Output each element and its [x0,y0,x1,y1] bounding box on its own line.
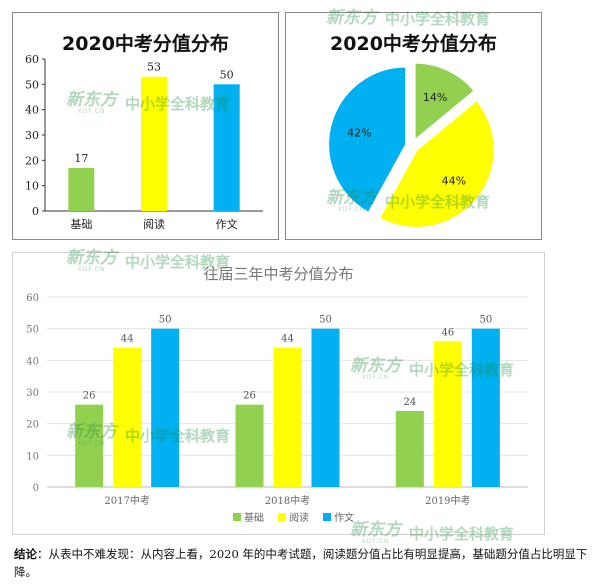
x-tick-label: 阅读 [143,217,165,231]
pie-chart-2020: 14% 44% 42% [327,61,496,229]
bar [471,328,500,487]
data-label: 26 [243,391,256,402]
bar-chart-2020: 0 10 20 30 40 50 60 17 基础 53 阅读 50 作文 [25,53,263,231]
data-label: 44 [121,334,134,345]
y-tick-label: 60 [25,53,39,66]
x-tick-label: 2019中考 [425,494,470,507]
y-tick-label: 60 [26,293,39,304]
conclusion-label: 结论 [14,547,37,561]
y-tick-label: 0 [32,205,39,218]
bar [433,341,462,487]
grouped-bar-chart-panel: 往届三年中考分值分布 0 10 20 30 40 50 60 26 44 50 2017中考 26 44… [12,252,545,535]
pie-chart-title: 2020中考分值分布 [330,33,497,55]
data-label: 46 [441,327,454,338]
data-label: 53 [147,61,161,74]
x-tick-label: 2018中考 [265,494,310,507]
legend-swatch [278,513,286,521]
bar-chart-title: 2020中考分值分布 [62,33,229,55]
legend-label: 基础 [244,511,264,524]
legend-swatch [233,513,241,521]
grouped-chart-title: 往届三年中考分值分布 [203,265,354,283]
y-tick-label: 0 [33,483,39,494]
bar [113,347,142,487]
slice-label: 42% [347,126,371,139]
slice-label: 14% [423,91,447,104]
bar [311,328,340,487]
conclusion-paragraph: 结论：从表中不难发现：从内容上看，2020 年的中考试题，阅读题分值占比有明显提… [14,545,594,581]
y-tick-label: 40 [26,356,39,367]
x-tick-label: 作文 [216,217,238,231]
bar [213,84,240,211]
y-tick-label: 30 [26,388,39,399]
pie-slice [413,61,477,143]
bar-chart-2020-panel: 2020中考分值分布 0 10 20 30 40 50 60 17 基础 53 阅读 50 作文 [12,12,279,240]
legend-label: 作文 [334,511,354,524]
y-tick-label: 20 [26,420,39,431]
data-label: 50 [319,315,332,326]
grouped-bar-chart: 0 10 20 30 40 50 60 26 44 50 2017中考 26 44 50 2018中考 24 4… [26,293,528,524]
conclusion-text: ：从表中不难发现：从内容上看，2020 年的中考试题，阅读题分值占比有明显提高，… [14,547,588,579]
data-label: 50 [220,68,234,81]
y-tick-label: 50 [25,78,39,91]
bar [68,167,95,211]
bar [75,404,104,487]
y-tick-label: 30 [25,129,39,142]
slice-label: 44% [442,175,466,188]
x-tick-label: 2017中考 [104,494,149,507]
pie-slice [327,65,408,215]
y-tick-label: 40 [25,104,39,117]
y-tick-label: 20 [25,154,39,167]
data-label: 26 [83,391,96,402]
legend-swatch [323,513,331,521]
x-tick-label: 基础 [70,218,92,231]
pie-chart-2020-panel: 2020中考分值分布 14% 44% 42% [285,12,542,240]
bar [151,328,180,487]
data-label: 50 [159,315,172,326]
data-label: 17 [74,152,88,165]
y-tick-label: 10 [26,451,39,462]
legend-label: 阅读 [289,511,309,524]
data-label: 50 [479,315,492,326]
data-label: 44 [281,334,294,345]
bar [395,411,424,487]
bar [141,76,167,211]
bar [235,404,264,487]
y-tick-label: 10 [25,180,39,193]
bar [273,347,302,487]
y-tick-label: 50 [26,325,39,336]
pie-slice [377,98,496,229]
data-label: 24 [403,397,416,408]
